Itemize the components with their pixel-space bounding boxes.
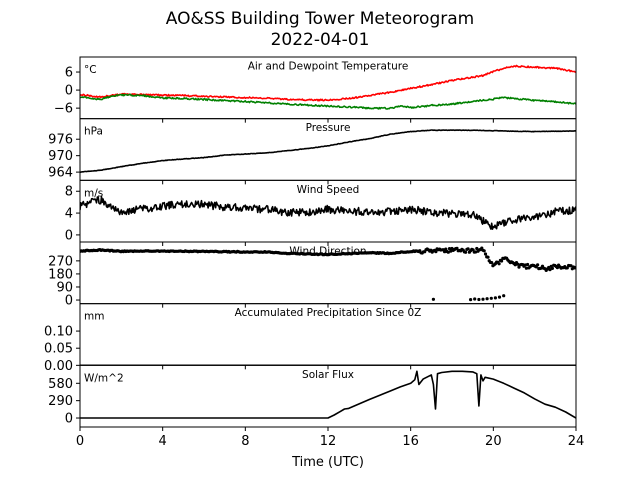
panel-0: 6 0 −6 Air and Dewpoint Temperature °C (54, 56, 577, 123)
series-line-0 (80, 129, 576, 174)
panel-3-data (80, 246, 576, 302)
y-tick-label: 4 (65, 207, 73, 222)
wind-direction-point (565, 266, 569, 270)
series-line-0 (80, 64, 576, 102)
y-tick-label: 0.10 (44, 325, 73, 340)
wind-direction-point (523, 263, 527, 267)
wind-direction-point (490, 261, 494, 265)
wind-direction-point (500, 259, 504, 263)
x-axis: 0 4 8 12 16 20 24 (76, 434, 584, 449)
panel-title: Wind Direction (289, 246, 366, 258)
y-tick-label: 0.00 (44, 359, 73, 374)
x-tick-label: 0 (76, 434, 84, 449)
y-tick-label: 8 (65, 185, 73, 200)
panel-1-data (80, 129, 576, 174)
wind-direction-point (449, 249, 453, 253)
y-tick-label: −6 (54, 102, 73, 117)
panel-unit: mm (84, 311, 104, 323)
x-tick-label: 8 (241, 434, 249, 449)
x-axis-label: Time (UTC) (291, 455, 364, 470)
panel-title: Pressure (306, 122, 351, 134)
panel-title: Solar Flux (302, 369, 354, 381)
wind-direction-point (526, 262, 530, 267)
wind-direction-point (477, 297, 481, 302)
wind-direction-point (444, 247, 448, 251)
panel-unit: m/s (84, 187, 103, 199)
y-tick-label: 270 (48, 254, 73, 269)
panel-5: 580 290 0 Solar Flux W/m^2 (48, 364, 577, 431)
x-tick-label: 20 (485, 434, 502, 449)
wind-direction-point (455, 246, 459, 250)
y-tick-label: 0.05 (44, 342, 73, 357)
series-line-0 (80, 370, 576, 419)
panel-title: Accumulated Precipitation Since 0Z (235, 307, 422, 319)
panel-unit: W/m^2 (84, 372, 124, 384)
y-tick-label: 0 (65, 294, 73, 309)
y-tick-label: 970 (48, 149, 73, 164)
figure-title: AO&SS Building Tower Meteorogram (166, 9, 474, 29)
y-tick-label: 290 (48, 394, 73, 409)
wind-direction-point (447, 247, 452, 251)
wind-direction-point (482, 249, 486, 253)
series-line-0 (80, 195, 576, 230)
wind-direction-point (431, 297, 435, 301)
wind-direction-point (475, 246, 479, 251)
y-tick-label: 90 (56, 280, 73, 295)
wind-direction-point (493, 296, 497, 300)
wind-direction-point (489, 296, 493, 300)
wind-direction-point (464, 250, 468, 254)
wind-direction-point (481, 297, 485, 301)
y-tick-label: 0 (65, 228, 73, 243)
panel-0-data (80, 64, 576, 110)
wind-direction-point (485, 297, 489, 301)
y-tick-label: 6 (65, 66, 73, 81)
wind-direction-point (502, 294, 506, 298)
figure-date: 2022-04-01 (271, 30, 370, 50)
wind-direction-point (446, 250, 450, 254)
y-tick-label: 0 (65, 84, 73, 99)
wind-direction-point (550, 266, 555, 270)
wind-direction-point (434, 250, 438, 254)
wind-direction-point (474, 250, 478, 254)
y-tick-label: 976 (48, 133, 73, 148)
wind-direction-point (466, 247, 470, 251)
wind-direction-point (443, 250, 447, 254)
panels: 6 0 −6 Air and Dewpoint Temperature °C 976970… (44, 56, 577, 431)
panel-5-data (80, 370, 576, 419)
wind-direction-point (569, 264, 573, 268)
wind-direction-point (536, 263, 540, 267)
wind-direction-point (497, 262, 501, 266)
panel-title: Air and Dewpoint Temperature (248, 61, 409, 73)
wind-direction-point (555, 266, 560, 270)
series-line-1 (80, 93, 576, 110)
wind-direction-point (483, 252, 488, 256)
wind-direction-point (548, 268, 552, 272)
x-tick-label: 4 (159, 434, 167, 449)
wind-direction-point (524, 266, 529, 270)
wind-direction-point (516, 262, 520, 266)
panel-2-data (80, 195, 576, 230)
x-tick-label: 12 (320, 434, 337, 449)
y-tick-label: 0 (65, 412, 73, 427)
y-tick-label: 964 (48, 166, 73, 181)
wind-direction-point (486, 255, 490, 259)
y-tick-label: 580 (48, 377, 73, 392)
y-tick-label: 180 (48, 267, 73, 282)
panel-unit: hPa (84, 126, 103, 138)
x-tick-label: 24 (568, 434, 585, 449)
wind-direction-point (473, 297, 477, 301)
x-tick-label: 16 (402, 434, 419, 449)
wind-direction-point (469, 298, 473, 302)
wind-direction-point (497, 295, 502, 299)
panel-unit: °C (84, 64, 97, 76)
panel-title: Wind Speed (297, 184, 360, 196)
